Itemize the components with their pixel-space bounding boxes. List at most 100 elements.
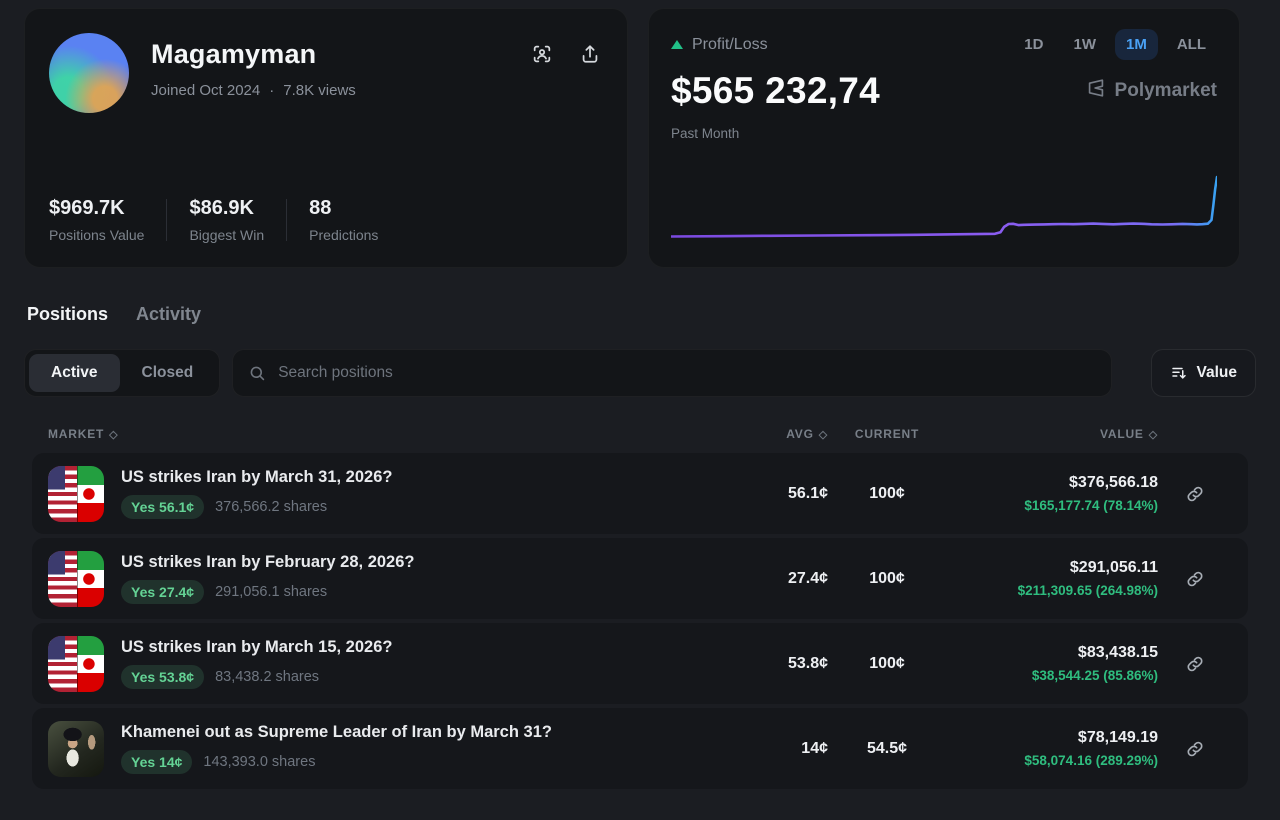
market-title[interactable]: US strikes Iran by March 31, 2026? [121, 468, 393, 486]
header-avg[interactable]: AVG ◇ [786, 427, 828, 441]
sort-diamond-icon: ◇ [109, 428, 119, 441]
market-icon [48, 635, 104, 692]
sort-value-button[interactable]: Value [1150, 349, 1256, 397]
current-cell: 54.5¢ [866, 739, 908, 757]
stat-divider [286, 199, 288, 241]
meta-separator: · [269, 82, 275, 99]
filter-controls: Active Closed Value [24, 349, 1256, 397]
value-cell: $78,149.19 $58,074.16 (289.29%) [1024, 729, 1158, 768]
market-subrow: Yes 53.8¢ 83,438.2 shares [121, 665, 392, 689]
stat-divider [166, 199, 168, 241]
pnl-header: Profit/Loss 1D 1W 1M ALL [671, 29, 1217, 60]
brand-name: Polymarket [1114, 80, 1217, 101]
range-1w[interactable]: 1W [1062, 29, 1107, 60]
link-icon[interactable] [1181, 480, 1209, 508]
header-current: CURRENT [854, 427, 920, 441]
status-segmented-control: Active Closed [24, 349, 221, 397]
pnl-card: Profit/Loss 1D 1W 1M ALL $565 232,74 [648, 8, 1240, 268]
value-cell: $83,438.15 $38,544.25 (85.86%) [1031, 644, 1158, 683]
shares-label: 143,393.0 shares [203, 754, 316, 770]
search-icon [248, 364, 267, 383]
pnl-period: Past Month [671, 126, 740, 141]
avg-cell: 14¢ [801, 739, 828, 757]
position-badge: Yes 27.4¢ [121, 580, 205, 604]
link-cell [1158, 650, 1232, 678]
top-cards: Magamyman Joined Oct 2024 · 7.8K views [24, 8, 1256, 268]
range-1m[interactable]: 1M [1114, 29, 1158, 60]
pnl-value-row: $565 232,74 Polymarket [671, 70, 1217, 112]
polymarket-brand: Polymarket [1085, 77, 1217, 105]
search-box[interactable] [232, 349, 1113, 397]
profile-header: Magamyman Joined Oct 2024 · 7.8K views [49, 33, 603, 113]
link-cell [1158, 565, 1232, 593]
table-row[interactable]: US strikes Iran by March 15, 2026? Yes 5… [32, 623, 1248, 704]
pnl-value: $565 232,74 [671, 70, 881, 111]
current-cell: 100¢ [869, 569, 905, 587]
position-badge: Yes 53.8¢ [121, 665, 205, 689]
tab-activity[interactable]: Activity [136, 304, 202, 324]
sort-diamond-icon: ◇ [818, 429, 828, 441]
segment-active[interactable]: Active [29, 354, 120, 392]
segment-closed[interactable]: Closed [120, 354, 216, 392]
sort-label: Value [1196, 364, 1238, 381]
market-icon [48, 550, 104, 607]
stat-biggest-win: $86.9K Biggest Win [189, 197, 265, 243]
link-icon[interactable] [1181, 650, 1209, 678]
market-icon [48, 720, 104, 777]
market-cell: US strikes Iran by February 28, 2026? Ye… [48, 550, 750, 607]
market-icon [48, 465, 104, 522]
header-value[interactable]: VALUE ◇ [1099, 427, 1158, 441]
avatar [49, 33, 129, 113]
market-text: US strikes Iran by March 15, 2026? Yes 5… [121, 638, 392, 689]
market-title[interactable]: Khamenei out as Supreme Leader of Iran b… [121, 723, 552, 741]
profile-stats: $969.7K Positions Value $86.9K Biggest W… [49, 197, 603, 243]
link-icon[interactable] [1181, 565, 1209, 593]
table-body: US strikes Iran by March 31, 2026? Yes 5… [24, 453, 1256, 789]
polymarket-logo [1085, 77, 1107, 105]
table-row[interactable]: US strikes Iran by February 28, 2026? Ye… [32, 538, 1248, 619]
table-header: MARKET ◇ AVG ◇ CURRENT VALUE ◇ [24, 427, 1256, 441]
pnl-label: Profit/Loss [671, 36, 768, 54]
market-text: US strikes Iran by February 28, 2026? Ye… [121, 553, 414, 604]
shares-label: 376,566.2 shares [215, 499, 328, 515]
avg-cell: 56.1¢ [787, 484, 828, 502]
market-subrow: Yes 27.4¢ 291,056.1 shares [121, 580, 414, 604]
market-title[interactable]: US strikes Iran by February 28, 2026? [121, 553, 415, 571]
tab-positions[interactable]: Positions [27, 304, 109, 324]
market-title[interactable]: US strikes Iran by March 15, 2026? [121, 638, 393, 656]
position-badge: Yes 14¢ [121, 750, 193, 774]
header-market[interactable]: MARKET ◇ [48, 427, 119, 441]
avg-cell: 53.8¢ [787, 654, 828, 672]
profile-name: Magamyman [151, 39, 317, 69]
link-icon[interactable] [1181, 735, 1209, 763]
market-subrow: Yes 56.1¢ 376,566.2 shares [121, 495, 392, 519]
position-badge: Yes 56.1¢ [121, 495, 205, 519]
profile-actions [529, 33, 603, 67]
sort-descending-icon [1170, 364, 1188, 382]
profile-info: Magamyman Joined Oct 2024 · 7.8K views [151, 33, 529, 99]
profile-meta: Joined Oct 2024 · 7.8K views [151, 82, 529, 99]
pnl-chart [671, 169, 1217, 249]
range-all[interactable]: ALL [1166, 29, 1217, 60]
market-text: US strikes Iran by March 31, 2026? Yes 5… [121, 468, 392, 519]
shares-label: 291,056.1 shares [215, 584, 328, 600]
market-cell: US strikes Iran by March 31, 2026? Yes 5… [48, 465, 750, 522]
value-cell: $291,056.11 $211,309.65 (264.98%) [1017, 559, 1158, 598]
link-cell [1158, 480, 1232, 508]
search-input[interactable] [278, 364, 1097, 382]
range-1d[interactable]: 1D [1013, 29, 1054, 60]
current-cell: 100¢ [869, 484, 905, 502]
share-icon[interactable] [577, 41, 603, 67]
current-cell: 100¢ [869, 654, 905, 672]
up-triangle-icon [671, 40, 683, 49]
table-row[interactable]: Khamenei out as Supreme Leader of Iran b… [32, 708, 1248, 789]
stat-predictions: 88 Predictions [309, 197, 379, 243]
joined-date: Joined Oct 2024 [151, 82, 261, 99]
market-subrow: Yes 14¢ 143,393.0 shares [121, 750, 552, 774]
table-row[interactable]: US strikes Iran by March 31, 2026? Yes 5… [32, 453, 1248, 534]
shares-label: 83,438.2 shares [215, 669, 320, 685]
stat-positions-value: $969.7K Positions Value [49, 197, 145, 243]
section-tabs: Positions Activity [24, 304, 1256, 325]
scan-icon[interactable] [529, 41, 555, 67]
